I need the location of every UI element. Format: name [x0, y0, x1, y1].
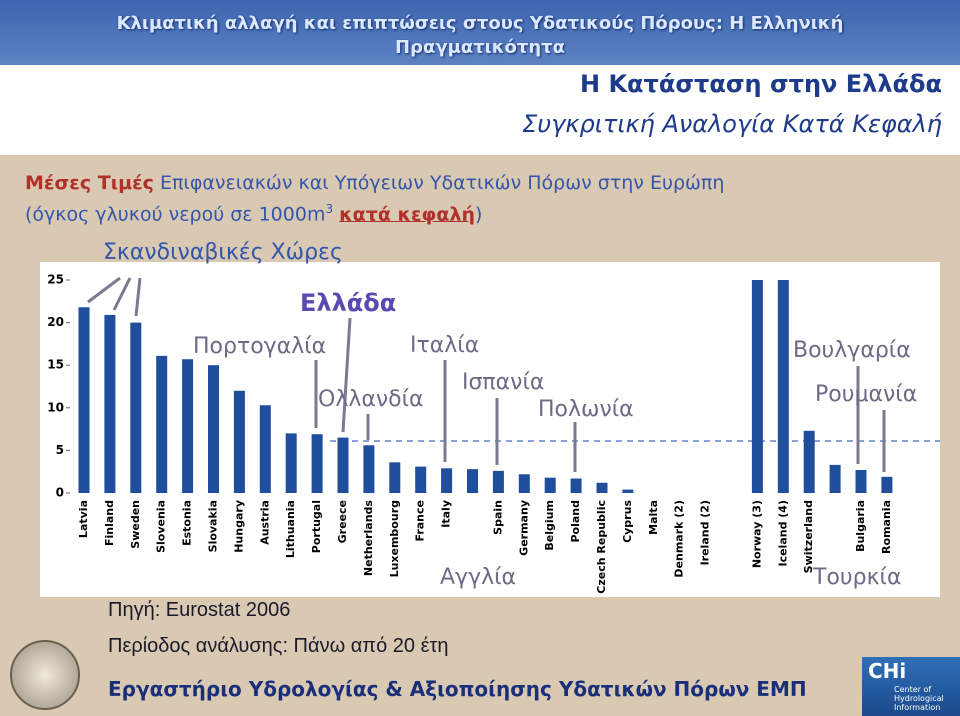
x-tick-label: Belgium	[543, 500, 556, 551]
x-tick-label: Czech Republic	[595, 500, 608, 594]
bar	[544, 477, 556, 493]
bar	[208, 365, 219, 493]
bar	[78, 307, 90, 493]
x-tick-label: Sweden	[129, 500, 142, 549]
y-tick-label: 10	[47, 400, 64, 414]
intro-text: Επιφανειακών και Υπόγειων Υδατικών Πόρων…	[159, 172, 725, 194]
x-tick-label: Norway (3)	[750, 500, 763, 568]
y-tick-label: 25	[47, 273, 64, 287]
bar	[130, 322, 142, 493]
intro-emph: κατά κεφαλή	[339, 203, 476, 226]
x-tick-label: Malta	[647, 500, 660, 535]
slide-title: Κλιματική αλλαγή και επιπτώσεις στους Υδ…	[116, 13, 844, 58]
x-tick-label: Switzerland	[802, 500, 815, 573]
subheading: Συγκριτική Αναλογία Κατά Κεφαλή	[522, 110, 942, 138]
bar	[751, 280, 763, 494]
x-tick-label: Finland	[103, 500, 116, 546]
x-tick-label: Spain	[491, 500, 504, 535]
x-tick-label: Luxembourg	[388, 500, 401, 577]
x-tick-label: Estonia	[181, 500, 194, 546]
x-tick-label: Hungary	[232, 500, 245, 553]
x-tick-label: Romania	[880, 500, 893, 554]
bar	[441, 468, 453, 493]
annotation-arrows	[87, 276, 886, 472]
x-tick-label: Bulgaria	[854, 500, 867, 552]
bar	[492, 470, 504, 493]
annotation: Πορτογαλία	[193, 334, 326, 359]
bar	[881, 476, 893, 493]
annotation: Ιταλία	[410, 333, 479, 358]
x-tick-label: Ireland (2)	[699, 500, 712, 565]
x-tick-label: Iceland (4)	[776, 500, 789, 567]
x-tick-label: Lithuania	[284, 500, 297, 558]
intro-line-2: (όγκος γλυκού νερού σε 1000m3 κατά κεφαλ…	[25, 202, 482, 225]
x-tick-label: France	[414, 500, 427, 541]
y-tick-label: 20	[47, 315, 64, 329]
y-tick-label: 0	[56, 486, 64, 500]
annotation: Ρουμανία	[815, 382, 917, 407]
plot-area	[78, 280, 893, 494]
bar	[518, 474, 530, 493]
x-tick-label: Austria	[258, 500, 271, 545]
bar	[415, 466, 427, 493]
x-tick-label: Portugal	[310, 500, 323, 553]
bar	[311, 434, 323, 493]
bar	[803, 430, 815, 493]
annotation: Ολλανδία	[318, 387, 424, 412]
annotation: Πολωνία	[538, 397, 634, 422]
bar	[156, 355, 168, 493]
intro-text: )	[475, 203, 483, 226]
chi-logo-text: Center of Hydrological Information	[894, 685, 944, 712]
bar	[855, 469, 867, 493]
bar	[259, 405, 271, 493]
x-tick-label: Italy	[440, 500, 453, 528]
university-logo	[10, 640, 80, 710]
heading: Η Κατάσταση στην Ελλάδα	[580, 70, 942, 98]
bar	[596, 482, 608, 493]
x-tick-label: Germany	[517, 500, 530, 556]
header-box	[0, 65, 960, 155]
bar	[389, 462, 401, 493]
bar	[233, 390, 245, 493]
bar	[285, 433, 297, 493]
bar	[570, 478, 582, 493]
chi-logo: CHi Center of Hydrological Information	[862, 657, 960, 716]
bar	[467, 469, 478, 493]
bar	[777, 280, 789, 493]
intro-bold: Μέσες Τιμές	[25, 172, 154, 194]
x-tick-label: Greece	[336, 500, 349, 543]
annotation: Αγγλία	[440, 565, 516, 590]
chi-logo-name: CHi	[868, 659, 907, 683]
x-tick-label: Poland	[569, 500, 582, 543]
bar	[363, 445, 375, 493]
y-tick-label: 15	[47, 358, 64, 372]
bar	[182, 359, 194, 493]
header-bar	[0, 0, 960, 65]
x-tick-label: Latvia	[77, 500, 90, 538]
bar	[104, 314, 116, 493]
x-tick-label: Denmark (2)	[673, 500, 686, 578]
intro-sup: 3	[325, 202, 334, 216]
x-tick-label: Netherlands	[362, 500, 375, 577]
annotation: Ισπανία	[462, 370, 544, 395]
bar	[829, 464, 841, 493]
annotation: Σκανδιναβικές Χώρες	[103, 240, 343, 265]
x-tick-label: Slovenia	[155, 500, 168, 553]
bar	[622, 489, 634, 493]
bar	[337, 437, 349, 493]
period: Περίοδος ανάλυσης: Πάνω από 20 έτη	[108, 635, 449, 657]
x-tick-label: Slovakia	[207, 500, 220, 552]
y-tick-label: 5	[56, 443, 64, 457]
source: Πηγή: Eurostat 2006	[108, 599, 291, 621]
intro-text: (όγκος γλυκού νερού σε 1000m	[25, 203, 326, 226]
intro-line-1: Μέσες Τιμές Επιφανειακών και Υπόγειων Υδ…	[25, 172, 724, 194]
annotation: Ελλάδα	[300, 289, 396, 317]
annotation: Βουλγαρία	[793, 338, 911, 363]
x-tick-label: Cyprus	[621, 500, 634, 543]
annotation: Τουρκία	[812, 565, 902, 590]
lab-name: Εργαστήριο Υδρολογίας & Αξιοποίησης Υδατ…	[108, 677, 807, 701]
